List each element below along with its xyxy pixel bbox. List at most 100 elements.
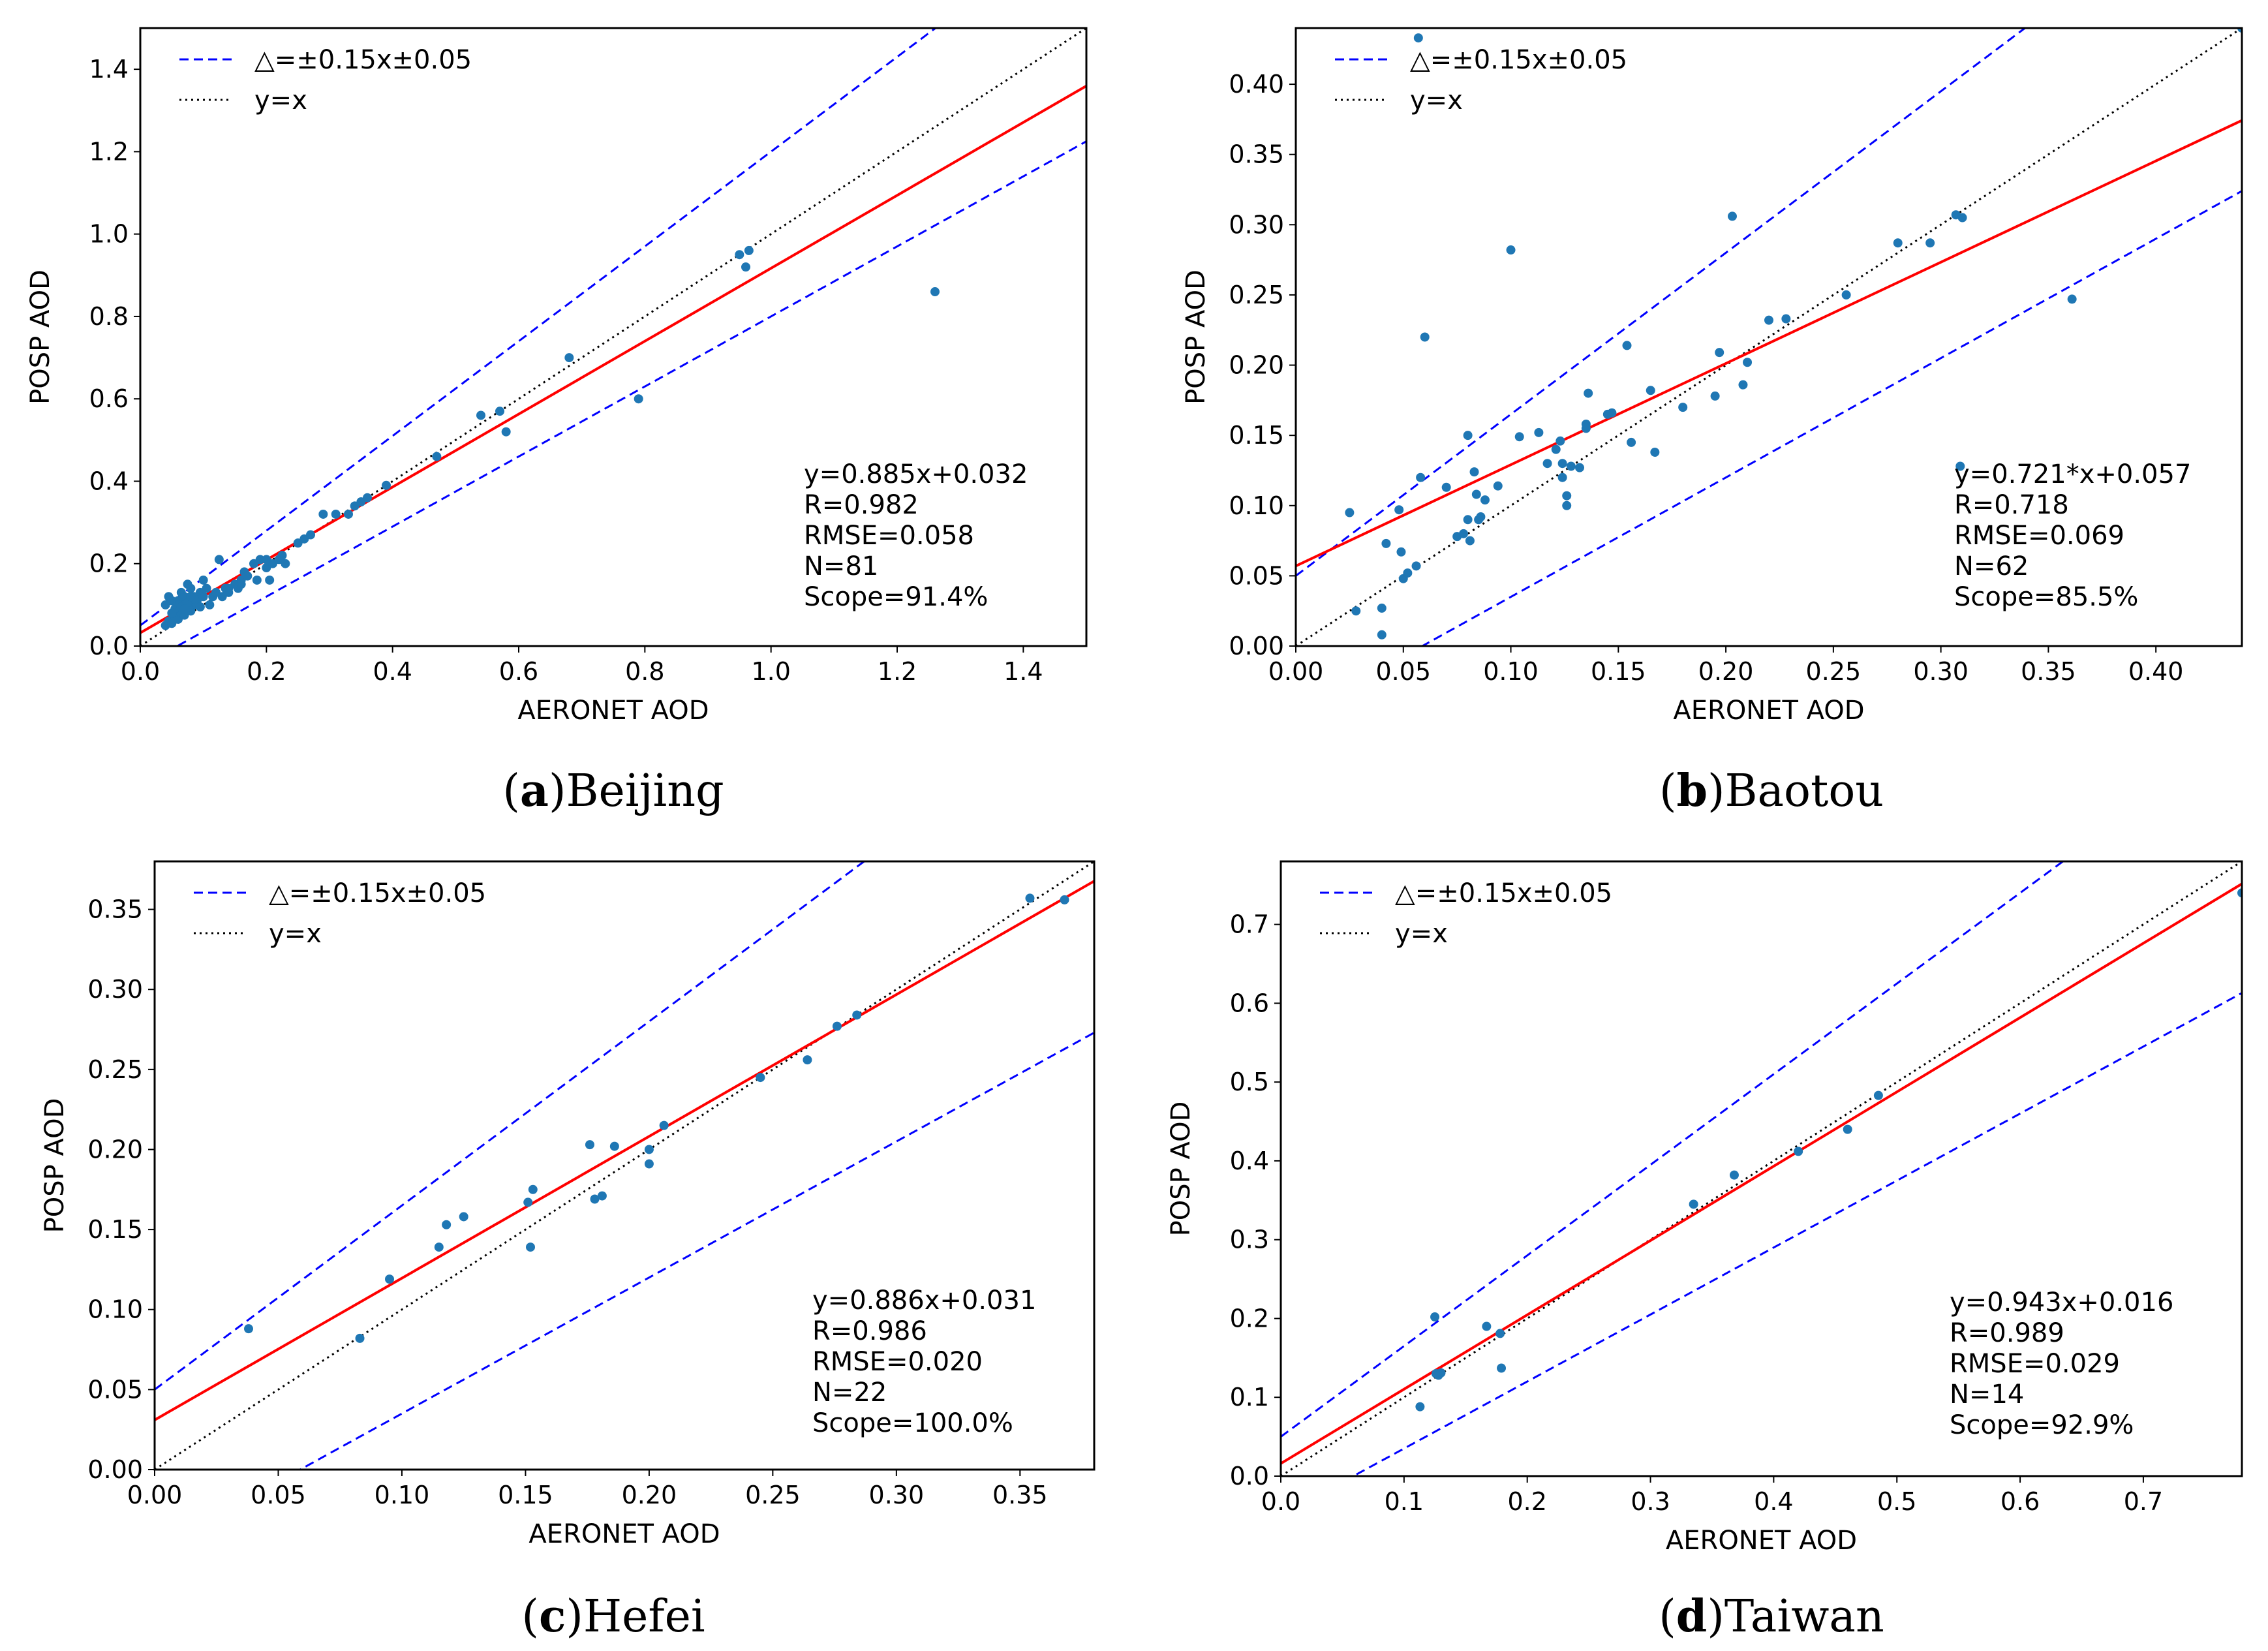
- data-point: [243, 571, 253, 581]
- data-point: [659, 1120, 669, 1130]
- y-tick-label: 0.10: [87, 1295, 143, 1324]
- data-point: [1377, 630, 1387, 640]
- data-point: [1411, 561, 1421, 571]
- data-point: [265, 575, 275, 585]
- data-point: [832, 1021, 842, 1031]
- data-point: [186, 592, 196, 602]
- data-point: [179, 604, 189, 614]
- y-tick-label: 1.2: [89, 137, 129, 166]
- data-point: [344, 509, 353, 519]
- caption-open-paren: (: [502, 765, 520, 817]
- x-tick-label: 0.05: [1375, 657, 1431, 686]
- data-point: [1841, 290, 1851, 300]
- x-tick-label: 0.2: [247, 657, 286, 686]
- y-tick-label: 0.0: [89, 632, 129, 660]
- data-point: [1781, 314, 1791, 324]
- x-tick-label: 0.6: [2000, 1487, 2040, 1516]
- stats-line: RMSE=0.020: [812, 1347, 983, 1377]
- x-axis-label: AERONET AOD: [529, 1519, 720, 1549]
- data-point: [476, 410, 485, 420]
- y-tick-label: 0.4: [89, 467, 129, 495]
- stats-line: R=0.989: [1950, 1318, 2064, 1348]
- x-tick-label: 0.20: [622, 1481, 677, 1509]
- data-point: [1534, 427, 1544, 437]
- y-tick-label: 0.40: [1229, 70, 1284, 99]
- data-point: [585, 1140, 594, 1150]
- regression-line: [1296, 119, 2242, 568]
- y-axis-label: POSP AOD: [40, 1098, 70, 1233]
- stats-line: y=0.885x+0.032: [804, 459, 1028, 489]
- data-point: [1581, 424, 1591, 433]
- chart-taiwan: 0.0 0.1 0.2 0.3 0.4 0.5 0.6 0.7 0.0 0.1 0.2 0.3 0.4 0…: [1166, 860, 2243, 1643]
- data-point: [198, 592, 208, 602]
- caption-text: )Beijing: [549, 765, 724, 817]
- caption-letter: d: [1676, 1590, 1708, 1643]
- y-axis-label: POSP AOD: [1181, 270, 1211, 405]
- y-tick-label: 0.3: [1230, 1226, 1269, 1254]
- stats-line: y=0.943x+0.016: [1950, 1288, 2173, 1318]
- data-point: [1551, 444, 1561, 454]
- data-point: [1514, 432, 1524, 442]
- data-point: [564, 353, 574, 363]
- stats-line: Scope=92.9%: [1950, 1410, 2134, 1440]
- x-tick-label: 1.2: [878, 657, 917, 686]
- data-point: [262, 555, 271, 564]
- chart-hefei: 0.00 0.05 0.10 0.15 0.20 0.25 0.30 0.35 0.00 0.05…: [40, 860, 1096, 1643]
- data-point: [385, 1274, 394, 1284]
- data-point: [244, 1324, 253, 1334]
- data-point: [735, 250, 744, 260]
- data-point: [1416, 472, 1426, 482]
- stats-line: RMSE=0.029: [1950, 1349, 2120, 1379]
- identity-line: [1296, 28, 2242, 646]
- y-tick-label: 0.15: [87, 1215, 143, 1244]
- panel-caption: (c)Hefei: [521, 1590, 705, 1643]
- x-tick-label: 0.15: [498, 1481, 553, 1509]
- data-point: [1764, 315, 1773, 325]
- legend-identity-label: y=x: [254, 85, 307, 116]
- legend-envelope-label: △=±0.15x±0.05: [254, 45, 472, 75]
- data-point: [495, 407, 504, 416]
- caption-open-paren: (: [521, 1591, 539, 1643]
- data-point: [1925, 238, 1935, 248]
- data-point: [1465, 536, 1475, 546]
- stats-line: Scope=85.5%: [1954, 582, 2138, 612]
- data-point: [1476, 512, 1486, 521]
- y-tick-label: 0.5: [1230, 1068, 1269, 1096]
- data-point: [382, 480, 391, 490]
- legend-identity-label: y=x: [269, 919, 322, 949]
- x-tick-label: 0.05: [251, 1481, 306, 1509]
- data-point: [1622, 341, 1632, 350]
- envelope-lower-line: [1351, 992, 2242, 1476]
- x-tick-label: 0.35: [2021, 657, 2076, 686]
- envelope-upper-line: [1281, 861, 2065, 1438]
- legend-envelope-label: △=±0.15x±0.05: [1410, 45, 1627, 75]
- legend-envelope-label: △=±0.15x±0.05: [1395, 878, 1612, 908]
- data-point: [1463, 431, 1473, 440]
- data-point: [2237, 888, 2242, 898]
- plot-area: [1281, 861, 2242, 1476]
- x-tick-label: 0.5: [1877, 1487, 1916, 1516]
- x-tick-label: 0.30: [1913, 657, 1969, 686]
- data-point: [1394, 505, 1404, 515]
- data-point: [1575, 463, 1584, 472]
- data-point: [1562, 491, 1572, 501]
- stats-line: y=0.886x+0.031: [812, 1286, 1036, 1316]
- data-point: [318, 509, 328, 519]
- x-tick-label: 0.10: [1483, 657, 1539, 686]
- x-tick-label: 0.25: [1806, 657, 1862, 686]
- data-point: [1727, 211, 1737, 221]
- data-point: [442, 1220, 452, 1229]
- data-point: [202, 583, 211, 593]
- y-tick-label: 0.1: [1230, 1383, 1269, 1412]
- data-point: [1678, 403, 1688, 412]
- y-tick-label: 0.2: [1230, 1304, 1269, 1333]
- y-tick-label: 0.6: [1230, 989, 1269, 1017]
- y-tick-label: 0.6: [89, 384, 129, 413]
- data-point: [1459, 529, 1469, 538]
- x-tick-label: 0.4: [1754, 1487, 1793, 1516]
- data-point: [609, 1141, 619, 1151]
- data-point: [252, 575, 262, 585]
- data-point: [1471, 489, 1481, 499]
- x-tick-label: 0.1: [1385, 1487, 1424, 1516]
